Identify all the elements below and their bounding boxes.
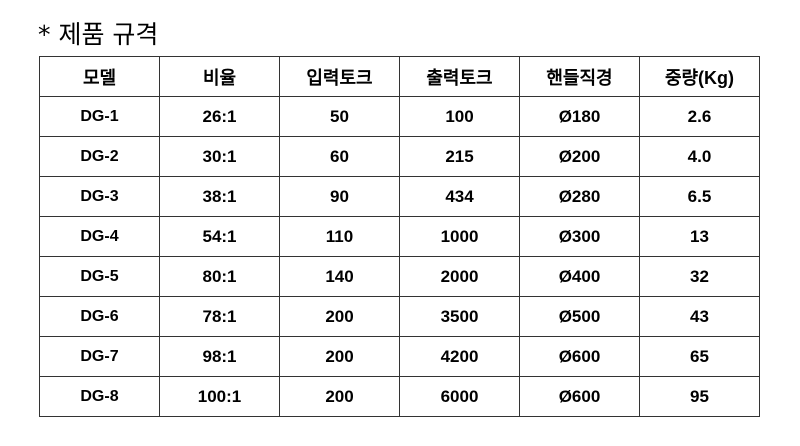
column-header: 핸들직경: [519, 56, 640, 97]
table-cell: 65: [639, 336, 760, 377]
table-cell: Ø600: [519, 336, 640, 377]
spec-table: 모델 비율 입력토크 출력토크 핸들직경 중량(Kg) DG-1 26:1 50 100 Ø180…: [39, 56, 760, 417]
table-cell: DG-2: [39, 136, 160, 177]
table-row: DG-7 98:1 200 4200 Ø600 65: [39, 336, 760, 377]
table-cell: 110: [279, 216, 400, 257]
section-title: * 제품 규격: [38, 20, 159, 49]
column-header: 출력토크: [399, 56, 520, 97]
table-cell: 6.5: [639, 176, 760, 217]
table-cell: 6000: [399, 376, 520, 417]
table-cell: 4200: [399, 336, 520, 377]
table-cell: 43: [639, 296, 760, 337]
table-cell: 60: [279, 136, 400, 177]
table-cell: Ø180: [519, 96, 640, 137]
table-cell: 1000: [399, 216, 520, 257]
table-row: DG-6 78:1 200 3500 Ø500 43: [39, 296, 760, 337]
table-cell: 200: [279, 296, 400, 337]
table-cell: 2000: [399, 256, 520, 297]
table-cell: 80:1: [159, 256, 280, 297]
table-cell: 78:1: [159, 296, 280, 337]
table-cell: 100:1: [159, 376, 280, 417]
column-header: 모델: [39, 56, 160, 97]
table-cell: DG-6: [39, 296, 160, 337]
table-cell: 30:1: [159, 136, 280, 177]
table-cell: 200: [279, 336, 400, 377]
table-cell: 90: [279, 176, 400, 217]
table-row: DG-1 26:1 50 100 Ø180 2.6: [39, 96, 760, 137]
table-cell: DG-8: [39, 376, 160, 417]
table-cell: 95: [639, 376, 760, 417]
table-cell: Ø600: [519, 376, 640, 417]
table-cell: 38:1: [159, 176, 280, 217]
column-header: 중량(Kg): [639, 56, 760, 97]
table-cell: 434: [399, 176, 520, 217]
table-row: DG-2 30:1 60 215 Ø200 4.0: [39, 136, 760, 177]
table-cell: 4.0: [639, 136, 760, 177]
table-cell: 215: [399, 136, 520, 177]
table-cell: 54:1: [159, 216, 280, 257]
table-cell: DG-5: [39, 256, 160, 297]
table-cell: 13: [639, 216, 760, 257]
table-cell: 200: [279, 376, 400, 417]
table-row: DG-3 38:1 90 434 Ø280 6.5: [39, 176, 760, 217]
column-header: 비율: [159, 56, 280, 97]
table-cell: 98:1: [159, 336, 280, 377]
table-row: DG-4 54:1 110 1000 Ø300 13: [39, 216, 760, 257]
table-row: DG-8 100:1 200 6000 Ø600 95: [39, 376, 760, 417]
table-cell: 32: [639, 256, 760, 297]
table-header-row: 모델 비율 입력토크 출력토크 핸들직경 중량(Kg): [39, 56, 760, 97]
table-cell: DG-1: [39, 96, 160, 137]
table-cell: 100: [399, 96, 520, 137]
table-cell: 140: [279, 256, 400, 297]
table-cell: 2.6: [639, 96, 760, 137]
table-cell: DG-7: [39, 336, 160, 377]
table-cell: 26:1: [159, 96, 280, 137]
table-cell: DG-3: [39, 176, 160, 217]
table-cell: Ø200: [519, 136, 640, 177]
table-cell: DG-4: [39, 216, 160, 257]
table-cell: Ø300: [519, 216, 640, 257]
column-header: 입력토크: [279, 56, 400, 97]
table-row: DG-5 80:1 140 2000 Ø400 32: [39, 256, 760, 297]
table-cell: Ø400: [519, 256, 640, 297]
table-cell: Ø280: [519, 176, 640, 217]
table-cell: 3500: [399, 296, 520, 337]
table-cell: 50: [279, 96, 400, 137]
table-cell: Ø500: [519, 296, 640, 337]
